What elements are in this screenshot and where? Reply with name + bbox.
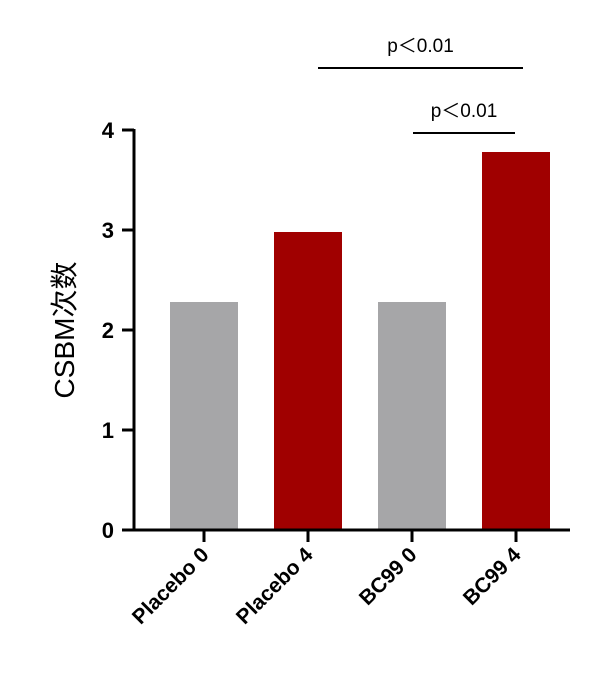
bar: [170, 302, 238, 530]
x-tick-label: Placebo 0: [128, 543, 214, 629]
p-value-label: p＜0.01: [431, 101, 498, 122]
y-tick-label: 1: [102, 418, 114, 443]
y-tick-label: 4: [102, 118, 115, 143]
p-value-label: p＜0.01: [387, 36, 454, 57]
x-tick-label: BC99 4: [459, 543, 526, 610]
y-axis-label: CSBM次数: [49, 262, 80, 399]
y-tick-label: 0: [102, 518, 114, 543]
y-tick-label: 2: [102, 318, 114, 343]
bar: [274, 232, 342, 530]
y-tick-label: 3: [102, 218, 114, 243]
bar: [482, 152, 550, 530]
x-tick-label: BC99 0: [355, 543, 422, 610]
x-tick-label: Placebo 4: [232, 543, 318, 629]
bar: [378, 302, 446, 530]
